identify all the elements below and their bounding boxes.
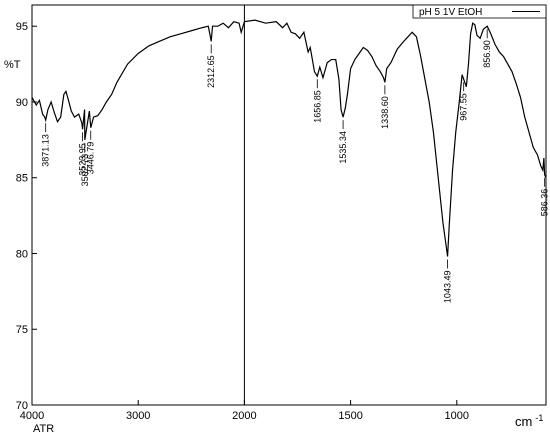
peak-label: 1338.60 [380,96,390,129]
x-tick-label: 1500 [338,410,362,422]
x-axis-label: cm -1 [515,413,543,429]
x-tick-label: 3000 [126,410,150,422]
x-axis-unit: cm [515,414,532,429]
y-tick-label: 90 [16,97,28,109]
peak-label: 3446.79 [86,142,96,175]
legend-label: pH 5 1V EtOH [419,7,482,18]
x-axis-unit-exponent: -1 [535,413,543,423]
peak-label: 3502.73 [80,154,90,187]
peak-label: 1535.34 [338,131,348,164]
peak-label: 967.55 [459,93,469,121]
x-tick-label: 2000 [232,410,256,422]
peak-label: 2312.65 [206,55,216,88]
peak-label: 856.90 [482,40,492,68]
peak-label: 3871.13 [41,134,51,167]
spectrum-line [31,19,547,257]
x-sublabel: ATR [33,423,54,435]
plot-frame [31,4,547,406]
peak-label: 3523.95 [78,143,88,176]
peak-label: 586.36 [540,189,550,217]
legend-box [412,4,547,19]
peak-label: 1043.49 [443,271,453,304]
y-axis-label: %T [4,59,21,71]
y-tick-label: 85 [16,173,28,185]
y-tick-label: 70 [16,400,28,412]
x-tick-label: 4000 [20,410,44,422]
y-tick-label: 80 [16,248,28,260]
y-tick-label: 95 [16,21,28,33]
y-tick-label: 75 [16,324,28,336]
peak-label: 1656.85 [312,90,322,123]
x-tick-label: 1000 [445,410,469,422]
